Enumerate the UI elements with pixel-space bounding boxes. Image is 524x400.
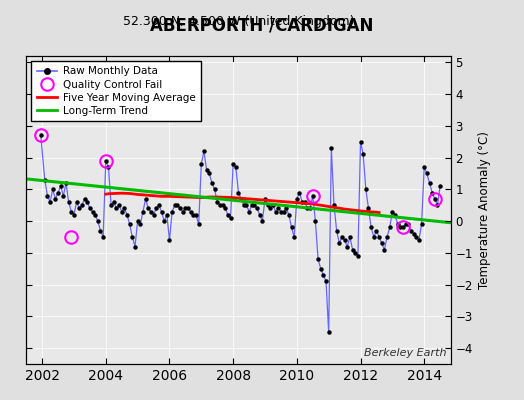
Text: Berkeley Earth: Berkeley Earth [364,348,446,358]
Y-axis label: Temperature Anomaly (°C): Temperature Anomaly (°C) [478,131,492,289]
Title: 52.300 N, 4.500 W (United Kingdom): 52.300 N, 4.500 W (United Kingdom) [123,16,354,28]
Legend: Raw Monthly Data, Quality Control Fail, Five Year Moving Average, Long-Term Tren: Raw Monthly Data, Quality Control Fail, … [31,61,201,121]
Text: ABERPORTH /CARDIGAN: ABERPORTH /CARDIGAN [150,16,374,34]
